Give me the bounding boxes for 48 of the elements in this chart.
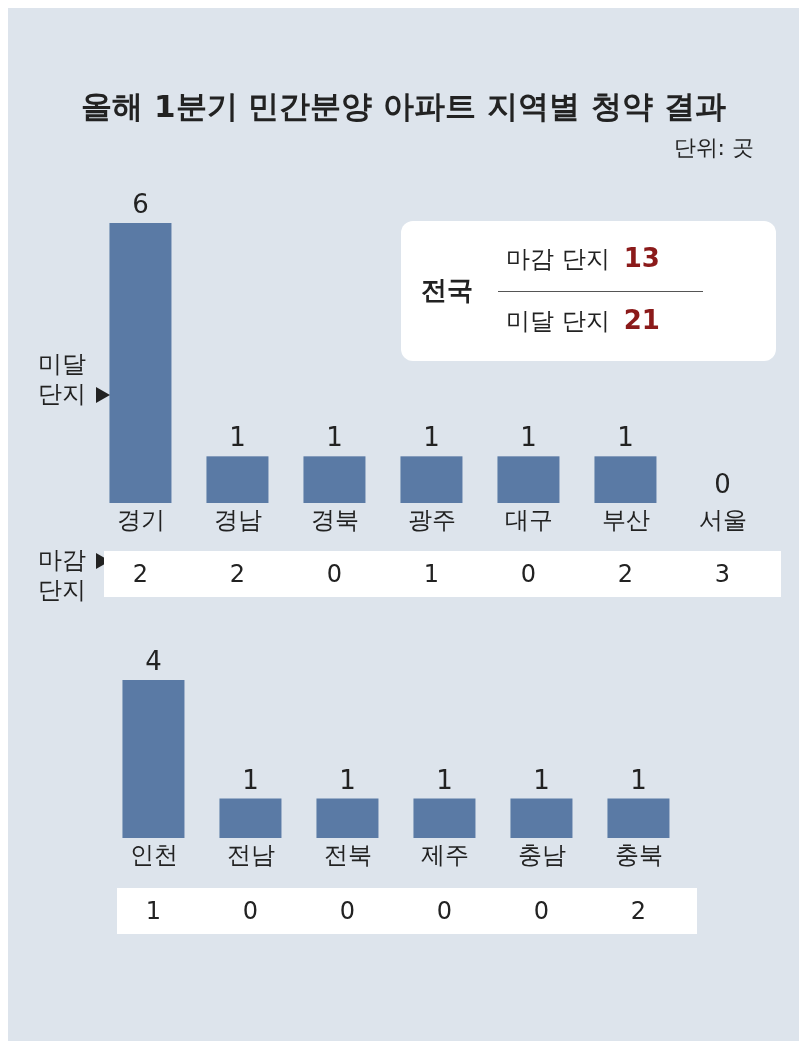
text: 2 [132, 560, 149, 588]
x-tick-label: 전남 [226, 841, 275, 870]
text: 13 [623, 243, 660, 273]
category-label: 마감 단지 [506, 245, 610, 273]
x-tick-label: 경기 [116, 506, 165, 535]
series-label: 미달 단지 [38, 349, 87, 409]
text: 2 [630, 897, 647, 925]
category-label: 미달 단지 [506, 307, 610, 335]
chart-title: 올해 1분기 민간분양 아파트 지역별 청약 결과 [80, 87, 727, 126]
x-tick-label: 충북 [614, 841, 663, 870]
text: 3 [714, 560, 731, 588]
data-label: 1 [436, 764, 453, 795]
x-tick-label: 부산 [601, 506, 650, 535]
chart-subtitle: 단위: 곳 [673, 134, 754, 162]
x-tick-label: 서울 [698, 506, 747, 535]
x-tick-label: 제주 [420, 841, 469, 870]
data-label: 1 [617, 422, 634, 453]
data-label: 6 [132, 189, 149, 219]
text: 마감 단지 [38, 545, 87, 605]
data-label: 0 [714, 469, 731, 499]
text: 1 [145, 897, 162, 925]
data-label: 1 [242, 764, 259, 795]
text: 2 [229, 560, 246, 588]
x-tick-label: 인천 [129, 841, 178, 870]
data-label: 1 [339, 764, 356, 795]
x-tick-label: 경남 [213, 506, 262, 535]
text: 0 [520, 560, 537, 588]
data-label: 1 [533, 764, 550, 795]
data-label: 1 [520, 422, 537, 453]
text: 0 [436, 897, 453, 925]
text: 2 [617, 560, 634, 588]
x-tick-label: 전북 [323, 841, 372, 870]
x-tick-label: 경북 [310, 506, 359, 535]
text: 0 [533, 897, 550, 925]
text: 21 [623, 305, 660, 335]
text: 1 [423, 560, 440, 588]
text: 전국 [421, 274, 473, 307]
data-label: 1 [423, 422, 440, 453]
text: 0 [326, 560, 343, 588]
x-tick-label: 대구 [504, 506, 553, 535]
data-label: 4 [145, 646, 162, 676]
data-label: 1 [326, 422, 343, 453]
x-tick-label: 충남 [517, 841, 566, 870]
data-label: 1 [229, 422, 246, 453]
x-tick-label: 광주 [407, 506, 456, 535]
text: 0 [339, 897, 356, 925]
data-label: 1 [630, 764, 647, 795]
text: 0 [242, 897, 259, 925]
